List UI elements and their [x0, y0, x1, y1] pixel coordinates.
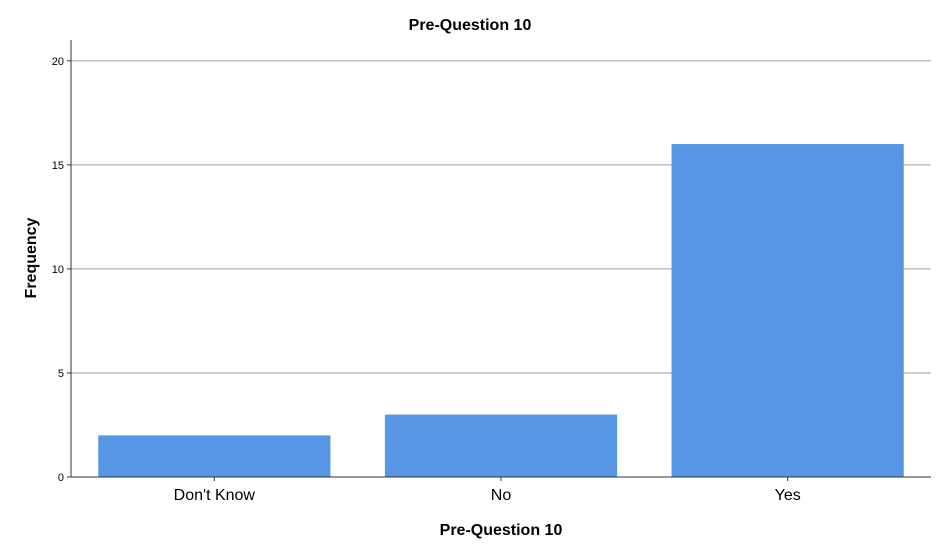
x-axis-title: Pre-Question 10 [440, 522, 563, 539]
y-tick-label: 20 [52, 56, 64, 68]
x-tick-label: Don't Know [174, 487, 256, 504]
y-tick-label: 5 [58, 368, 64, 380]
y-tick-label: 10 [52, 264, 64, 276]
bar-yes [671, 144, 904, 478]
y-tick-label: 15 [52, 160, 64, 172]
y-axis-ticks: 0 5 10 15 20 [52, 56, 71, 484]
bar-no [384, 414, 618, 477]
y-axis-title: Frequency [23, 217, 40, 298]
bars [98, 144, 904, 478]
x-axis-ticks: Don't Know No Yes [174, 477, 801, 504]
y-tick-label: 0 [58, 472, 64, 484]
chart-title: Pre-Question 10 [409, 17, 532, 34]
x-tick-label: No [491, 487, 512, 504]
x-tick-label: Yes [775, 487, 801, 504]
bar-don-t-know [98, 435, 331, 477]
